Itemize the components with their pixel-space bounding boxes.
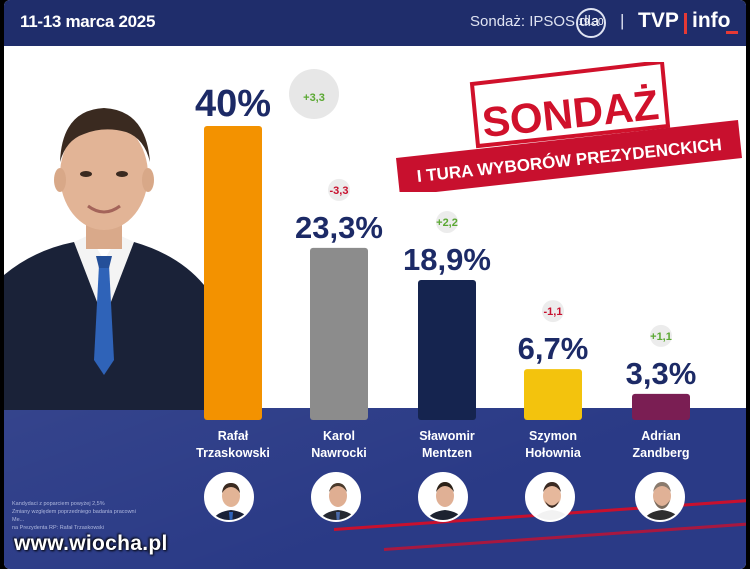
poll-date: 11-13 marca 2025	[20, 12, 156, 31]
change-badge-zandberg	[650, 324, 672, 347]
candidate-name-mentzen: Mentzen	[422, 446, 472, 460]
watermark: www.wiocha.pl	[14, 532, 168, 555]
top-bar: 11-13 marca 2025 Sondaż: IPSOS dla 19.30…	[4, 0, 746, 46]
value-label-nawrocki: 23,3%	[295, 210, 383, 245]
bar-hołownia	[524, 369, 582, 420]
change-label-trzaskowski: +3,3	[303, 92, 325, 104]
bar-chart: 40% +3,3 Rafał Trzaskowski 23,3% -3,3 Karol Naw…	[195, 69, 697, 460]
candidate-name-nawrocki: Karol	[323, 429, 355, 443]
value-label-zandberg: 3,3%	[626, 356, 697, 391]
bar-trzaskowski	[204, 126, 262, 420]
footnote-line: Zmiany względem poprzedniego badania pra…	[12, 509, 136, 515]
logo-divider	[684, 13, 687, 34]
avatar-zandberg	[635, 472, 685, 522]
change-badge-trzaskowski	[289, 69, 339, 119]
logo-underscore	[726, 31, 738, 34]
value-label-trzaskowski: 40%	[195, 83, 271, 125]
avatar-mentzen	[418, 472, 468, 522]
change-badge-hołownia	[542, 300, 564, 323]
footnote: Kandydaci z poparciem powyżej 2,5% Zmian…	[12, 500, 212, 532]
bar-nawrocki	[310, 247, 368, 420]
title-banner: SONDAŻ I TURA WYBORÓW PREZYDENCKICH	[396, 62, 742, 192]
candidate-name-zandberg: Adrian	[641, 429, 681, 443]
change-badge-nawrocki	[328, 178, 350, 201]
header-separator: |	[620, 11, 625, 30]
candidate-portrait	[4, 70, 204, 410]
candidate-name-zandberg: Zandberg	[633, 446, 690, 460]
candidate-name-nawrocki: Nawrocki	[311, 446, 367, 460]
footnote-line: Kandydaci z poparciem powyżej 2,5%	[12, 501, 105, 507]
bar-mentzen	[418, 280, 476, 420]
avatar-nawrocki	[311, 472, 361, 522]
change-label-mentzen: +2,2	[436, 217, 458, 229]
candidate-name-mentzen: Sławomir	[419, 429, 475, 443]
bar-zandberg	[632, 393, 690, 420]
change-label-hołownia: -1,1	[544, 306, 563, 318]
change-label-nawrocki: -3,3	[330, 185, 349, 197]
poll-source: Sondaż: IPSOS dla	[470, 13, 600, 30]
candidate-name-hołownia: Szymon	[529, 429, 577, 443]
change-label-zandberg: +1,1	[650, 331, 672, 343]
clock-icon: 19.30	[576, 8, 606, 38]
footnote-line: Me...	[12, 517, 25, 523]
avatar-trzaskowski	[204, 472, 254, 522]
value-label-mentzen: 18,9%	[403, 242, 491, 277]
tvp-logo: TVP	[638, 9, 679, 32]
poll-infographic: 11-13 marca 2025 Sondaż: IPSOS dla 19.30…	[4, 0, 746, 569]
avatar-holownia	[525, 472, 575, 522]
change-badge-mentzen	[436, 211, 458, 234]
info-logo: info	[692, 9, 731, 32]
bottom-band	[4, 408, 746, 569]
candidate-name-trzaskowski: Trzaskowski	[196, 446, 270, 460]
footnote-line: na Prezydenta RP: Rafał Trzaskowski	[12, 525, 105, 531]
candidate-name-hołownia: Hołownia	[525, 446, 582, 460]
candidate-name-trzaskowski: Rafał	[218, 429, 249, 443]
value-label-hołownia: 6,7%	[518, 331, 589, 366]
